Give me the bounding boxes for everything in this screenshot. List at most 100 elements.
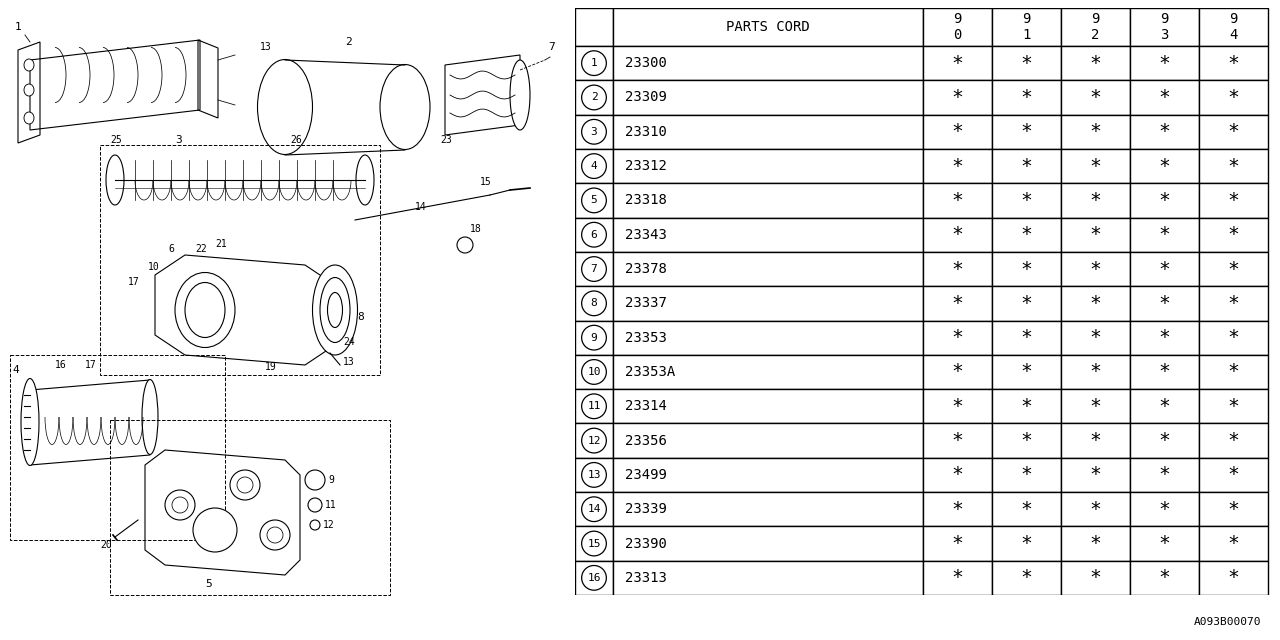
Bar xyxy=(613,561,923,595)
Circle shape xyxy=(581,566,607,590)
Text: 20: 20 xyxy=(100,540,111,550)
Text: 7: 7 xyxy=(548,42,554,52)
Text: *: * xyxy=(1020,260,1033,278)
Text: 1: 1 xyxy=(14,22,22,32)
Ellipse shape xyxy=(356,155,374,205)
Bar xyxy=(1199,8,1268,46)
Text: *: * xyxy=(1158,500,1170,518)
Text: *: * xyxy=(1158,465,1170,484)
Bar xyxy=(1130,183,1199,218)
Bar xyxy=(613,355,923,389)
Bar xyxy=(992,80,1061,115)
Text: 22: 22 xyxy=(195,244,207,254)
Bar xyxy=(1130,492,1199,526)
Ellipse shape xyxy=(20,378,38,465)
Ellipse shape xyxy=(175,273,236,348)
Circle shape xyxy=(581,394,607,419)
Bar xyxy=(923,149,992,183)
Bar xyxy=(923,115,992,149)
Text: *: * xyxy=(951,397,964,416)
Text: 25: 25 xyxy=(110,135,122,145)
Bar xyxy=(1130,46,1199,80)
Bar xyxy=(613,424,923,458)
Text: *: * xyxy=(1089,568,1101,588)
Text: 10: 10 xyxy=(148,262,160,272)
Bar xyxy=(575,149,613,183)
Bar xyxy=(613,492,923,526)
Text: *: * xyxy=(1158,191,1170,210)
Text: *: * xyxy=(1089,191,1101,210)
Text: *: * xyxy=(1228,122,1239,141)
Text: 4: 4 xyxy=(1229,28,1238,42)
Bar xyxy=(1061,561,1130,595)
Ellipse shape xyxy=(186,282,225,337)
Text: 23312: 23312 xyxy=(625,159,667,173)
Bar xyxy=(992,355,1061,389)
Bar xyxy=(1061,526,1130,561)
Text: *: * xyxy=(1228,88,1239,107)
Bar xyxy=(1199,492,1268,526)
Circle shape xyxy=(581,154,607,179)
Text: 8: 8 xyxy=(357,312,364,322)
Text: 2: 2 xyxy=(1092,28,1100,42)
Circle shape xyxy=(581,257,607,282)
Text: 19: 19 xyxy=(265,362,276,372)
Bar xyxy=(992,252,1061,286)
Text: *: * xyxy=(1089,294,1101,313)
Text: *: * xyxy=(1228,534,1239,553)
Bar xyxy=(992,115,1061,149)
Text: *: * xyxy=(1228,431,1239,450)
Text: 9: 9 xyxy=(954,12,961,26)
Text: *: * xyxy=(1020,568,1033,588)
Bar xyxy=(575,183,613,218)
Text: 2: 2 xyxy=(590,92,598,102)
Text: *: * xyxy=(1020,294,1033,313)
Text: *: * xyxy=(1020,362,1033,381)
Bar xyxy=(1130,8,1199,46)
Text: 23337: 23337 xyxy=(625,296,667,310)
Text: 23499: 23499 xyxy=(625,468,667,482)
Text: 5: 5 xyxy=(205,579,211,589)
Text: 3: 3 xyxy=(175,135,182,145)
Bar xyxy=(613,286,923,321)
Text: *: * xyxy=(1158,157,1170,175)
Text: 8: 8 xyxy=(590,298,598,308)
Bar xyxy=(1061,252,1130,286)
Text: *: * xyxy=(1158,328,1170,347)
Text: 26: 26 xyxy=(291,135,302,145)
Text: 3: 3 xyxy=(590,127,598,137)
Bar xyxy=(1199,458,1268,492)
Bar xyxy=(613,526,923,561)
Text: 23339: 23339 xyxy=(625,502,667,516)
Bar xyxy=(1061,115,1130,149)
Bar xyxy=(110,420,390,595)
Text: 13: 13 xyxy=(588,470,600,480)
Text: *: * xyxy=(1089,54,1101,73)
Text: *: * xyxy=(1020,54,1033,73)
Text: 21: 21 xyxy=(215,239,227,249)
Text: *: * xyxy=(1089,328,1101,347)
Text: 23353A: 23353A xyxy=(625,365,676,379)
Circle shape xyxy=(310,520,320,530)
Bar xyxy=(992,389,1061,424)
Bar xyxy=(992,424,1061,458)
Circle shape xyxy=(581,120,607,144)
Text: *: * xyxy=(951,328,964,347)
Bar xyxy=(1199,561,1268,595)
Text: 23318: 23318 xyxy=(625,193,667,207)
Text: *: * xyxy=(1020,465,1033,484)
Bar xyxy=(1061,183,1130,218)
Text: 14: 14 xyxy=(415,202,426,212)
Bar xyxy=(1130,321,1199,355)
Bar xyxy=(1061,80,1130,115)
Bar xyxy=(923,286,992,321)
Bar xyxy=(10,355,225,540)
Text: 4: 4 xyxy=(590,161,598,171)
Bar xyxy=(613,46,923,80)
Text: *: * xyxy=(1089,225,1101,244)
Bar xyxy=(923,183,992,218)
Text: *: * xyxy=(1089,88,1101,107)
Text: *: * xyxy=(951,294,964,313)
Text: 16: 16 xyxy=(55,360,67,370)
Text: 23300: 23300 xyxy=(625,56,667,70)
